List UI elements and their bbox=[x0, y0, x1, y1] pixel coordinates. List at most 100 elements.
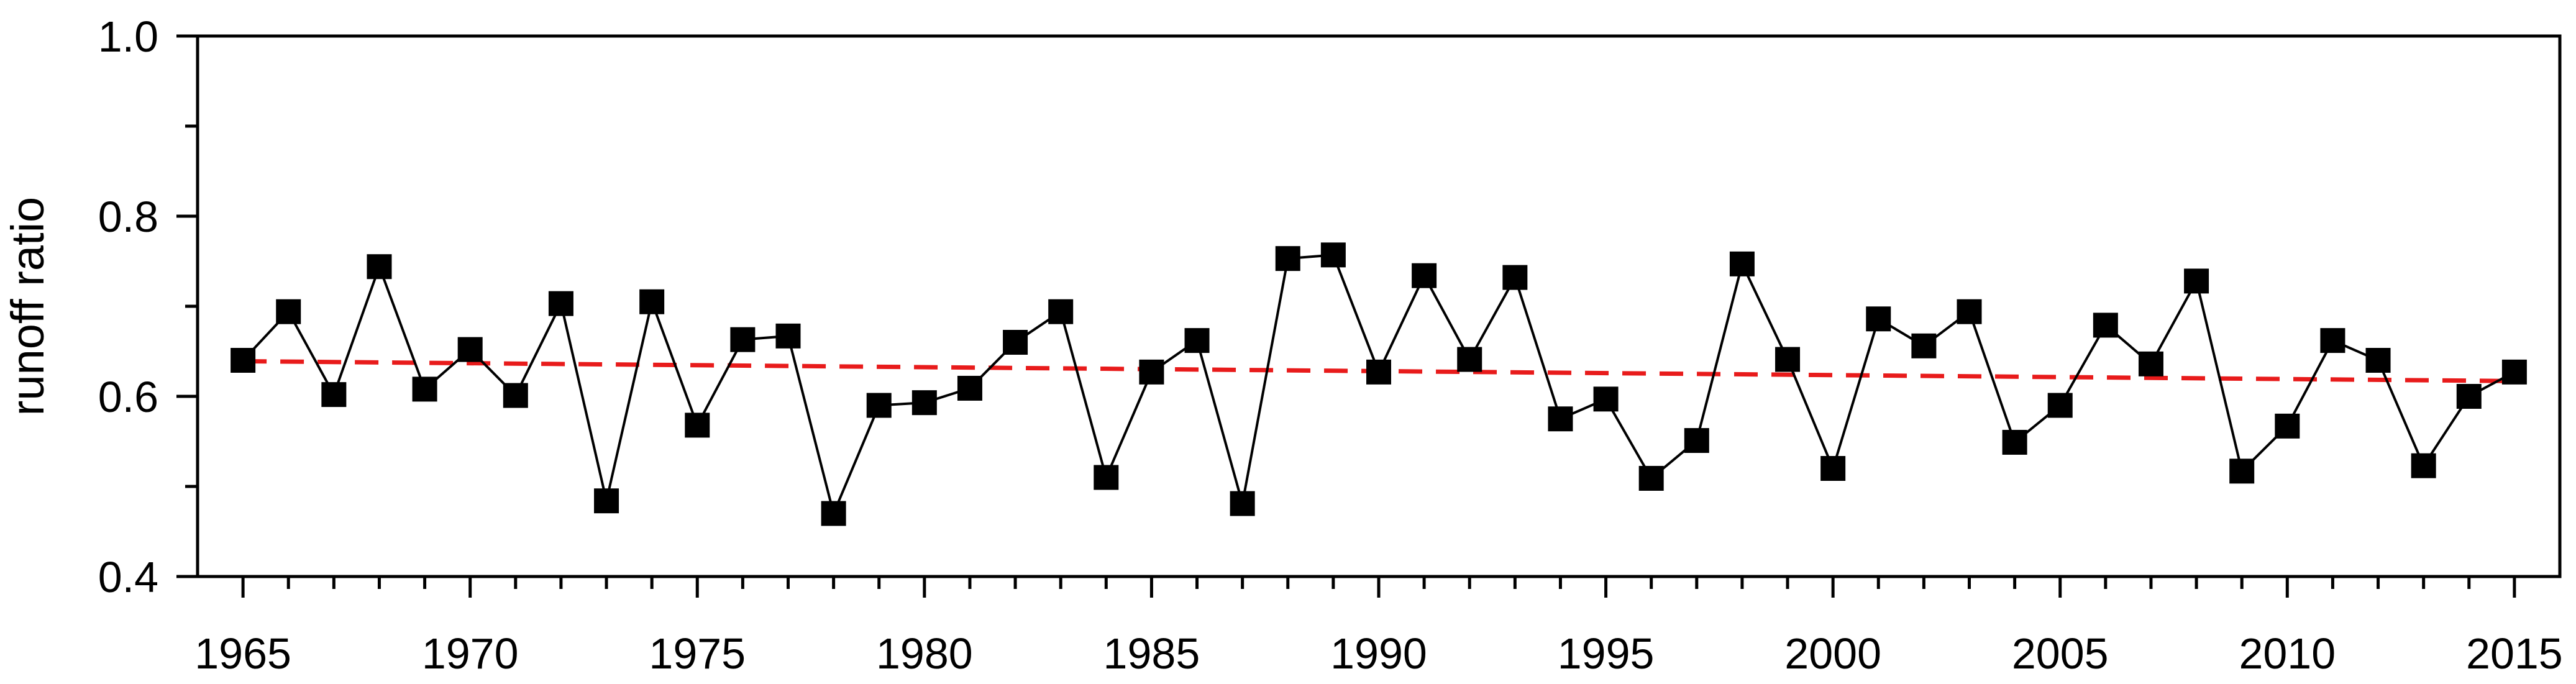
data-point-2013 bbox=[2411, 453, 2436, 478]
data-point-1975 bbox=[685, 413, 710, 438]
x-tick-label: 1985 bbox=[1103, 629, 1200, 678]
y-tick-label: 0.6 bbox=[98, 373, 158, 421]
data-point-1979 bbox=[866, 393, 892, 418]
series-line-segment bbox=[1059, 311, 1108, 478]
data-point-1981 bbox=[957, 375, 982, 401]
data-point-2004 bbox=[2002, 429, 2027, 455]
data-point-1990 bbox=[1366, 359, 1391, 385]
data-point-1988 bbox=[1275, 246, 1300, 271]
data-point-1965 bbox=[231, 348, 256, 373]
x-tick-label: 1970 bbox=[422, 629, 519, 678]
data-point-1970 bbox=[457, 337, 483, 362]
series-line-segment bbox=[2150, 280, 2198, 365]
data-point-2005 bbox=[2047, 393, 2073, 418]
data-point-2002 bbox=[1911, 333, 1937, 358]
data-point-1974 bbox=[639, 289, 665, 314]
data-point-1998 bbox=[1729, 251, 1755, 276]
series-line-segment bbox=[696, 339, 744, 426]
data-point-1987 bbox=[1230, 491, 1255, 516]
series-line-segment bbox=[2377, 360, 2425, 467]
series-line-segment bbox=[1377, 275, 1425, 373]
data-point-2008 bbox=[2184, 268, 2209, 294]
data-point-1971 bbox=[503, 383, 528, 408]
series-line-segment bbox=[1241, 258, 1289, 504]
series-line-segment bbox=[1786, 358, 1834, 469]
series-line-segment bbox=[1604, 398, 1653, 479]
series-line-segment bbox=[651, 301, 699, 426]
data-point-1966 bbox=[276, 299, 301, 324]
data-point-1986 bbox=[1184, 328, 1210, 353]
data-point-1989 bbox=[1320, 242, 1346, 268]
data-markers-group bbox=[231, 242, 2527, 526]
series-line-segment bbox=[1195, 340, 1244, 504]
x-tick-label: 2005 bbox=[2012, 629, 2109, 678]
y-tick-label: 0.8 bbox=[98, 193, 158, 241]
data-point-1983 bbox=[1048, 299, 1074, 324]
series-line-segment bbox=[2195, 280, 2244, 472]
series-line-segment bbox=[332, 266, 381, 395]
data-point-1995 bbox=[1593, 386, 1619, 412]
x-tick-label: 2000 bbox=[1784, 629, 1881, 678]
data-point-1991 bbox=[1412, 263, 1437, 288]
x-tick-labels: 1965 1970 1975 1980 1985 1990 1995 2000 2005 2010… bbox=[194, 629, 2563, 678]
data-point-1982 bbox=[1003, 330, 1028, 355]
data-point-1984 bbox=[1094, 465, 1119, 490]
data-point-2014 bbox=[2456, 384, 2482, 409]
data-point-1973 bbox=[594, 488, 619, 514]
x-tick-label: 2015 bbox=[2466, 629, 2563, 678]
data-point-1996 bbox=[1638, 465, 1664, 491]
data-point-2012 bbox=[2365, 348, 2391, 373]
series-line-segment bbox=[605, 301, 654, 501]
data-point-1999 bbox=[1775, 347, 1801, 372]
data-point-1969 bbox=[412, 376, 437, 402]
data-point-1967 bbox=[321, 382, 347, 408]
data-point-1992 bbox=[1457, 347, 1482, 372]
series-line-segment bbox=[1468, 276, 1517, 360]
data-point-2003 bbox=[1957, 299, 1982, 324]
series-line-segment bbox=[514, 303, 562, 396]
data-point-1968 bbox=[367, 254, 392, 280]
x-tick-label: 1980 bbox=[876, 629, 973, 678]
data-point-2010 bbox=[2275, 413, 2300, 439]
data-point-1976 bbox=[730, 327, 756, 352]
x-tick-label: 1965 bbox=[194, 629, 291, 678]
data-point-1972 bbox=[548, 291, 573, 316]
data-point-2006 bbox=[2093, 312, 2118, 338]
series-line-segment bbox=[787, 335, 835, 514]
y-tick-label: 0.4 bbox=[98, 553, 158, 601]
series-line-segment bbox=[1832, 318, 1880, 469]
x-tick-label: 1990 bbox=[1330, 629, 1427, 678]
data-point-1997 bbox=[1684, 428, 1709, 454]
series-line-segment bbox=[378, 266, 426, 390]
series-line-segment bbox=[832, 404, 880, 514]
series-line-segment bbox=[1105, 372, 1153, 478]
data-point-2000 bbox=[1820, 456, 1846, 481]
series-line-segment bbox=[2286, 340, 2334, 427]
series-line-segment bbox=[287, 311, 336, 396]
data-point-2007 bbox=[2138, 351, 2163, 376]
series-line-segment bbox=[1741, 263, 1789, 360]
data-point-1978 bbox=[821, 501, 846, 526]
y-axis-title: runoff ratio bbox=[2, 197, 53, 416]
y-tick-label: 1.0 bbox=[98, 12, 158, 61]
series-line-segment bbox=[1968, 311, 2016, 443]
series-line-segment bbox=[1514, 276, 1562, 419]
series-line-segment bbox=[2058, 324, 2107, 406]
data-point-1985 bbox=[1139, 359, 1164, 385]
data-point-1980 bbox=[911, 390, 937, 416]
series-line-segment bbox=[1332, 254, 1380, 373]
data-point-1994 bbox=[1548, 406, 1573, 432]
axis-ticks bbox=[176, 34, 2516, 598]
x-tick-label: 2010 bbox=[2239, 629, 2336, 678]
data-point-2009 bbox=[2229, 458, 2255, 484]
y-tick-labels: 0.4 0.6 0.8 1.0 bbox=[98, 12, 158, 601]
series-line-segment bbox=[559, 303, 608, 501]
data-point-1977 bbox=[775, 323, 801, 349]
x-tick-label: 1995 bbox=[1558, 629, 1655, 678]
data-point-2015 bbox=[2501, 359, 2527, 385]
plot-frame bbox=[196, 34, 2562, 578]
data-point-1993 bbox=[1502, 265, 1528, 290]
data-point-2011 bbox=[2320, 328, 2345, 353]
